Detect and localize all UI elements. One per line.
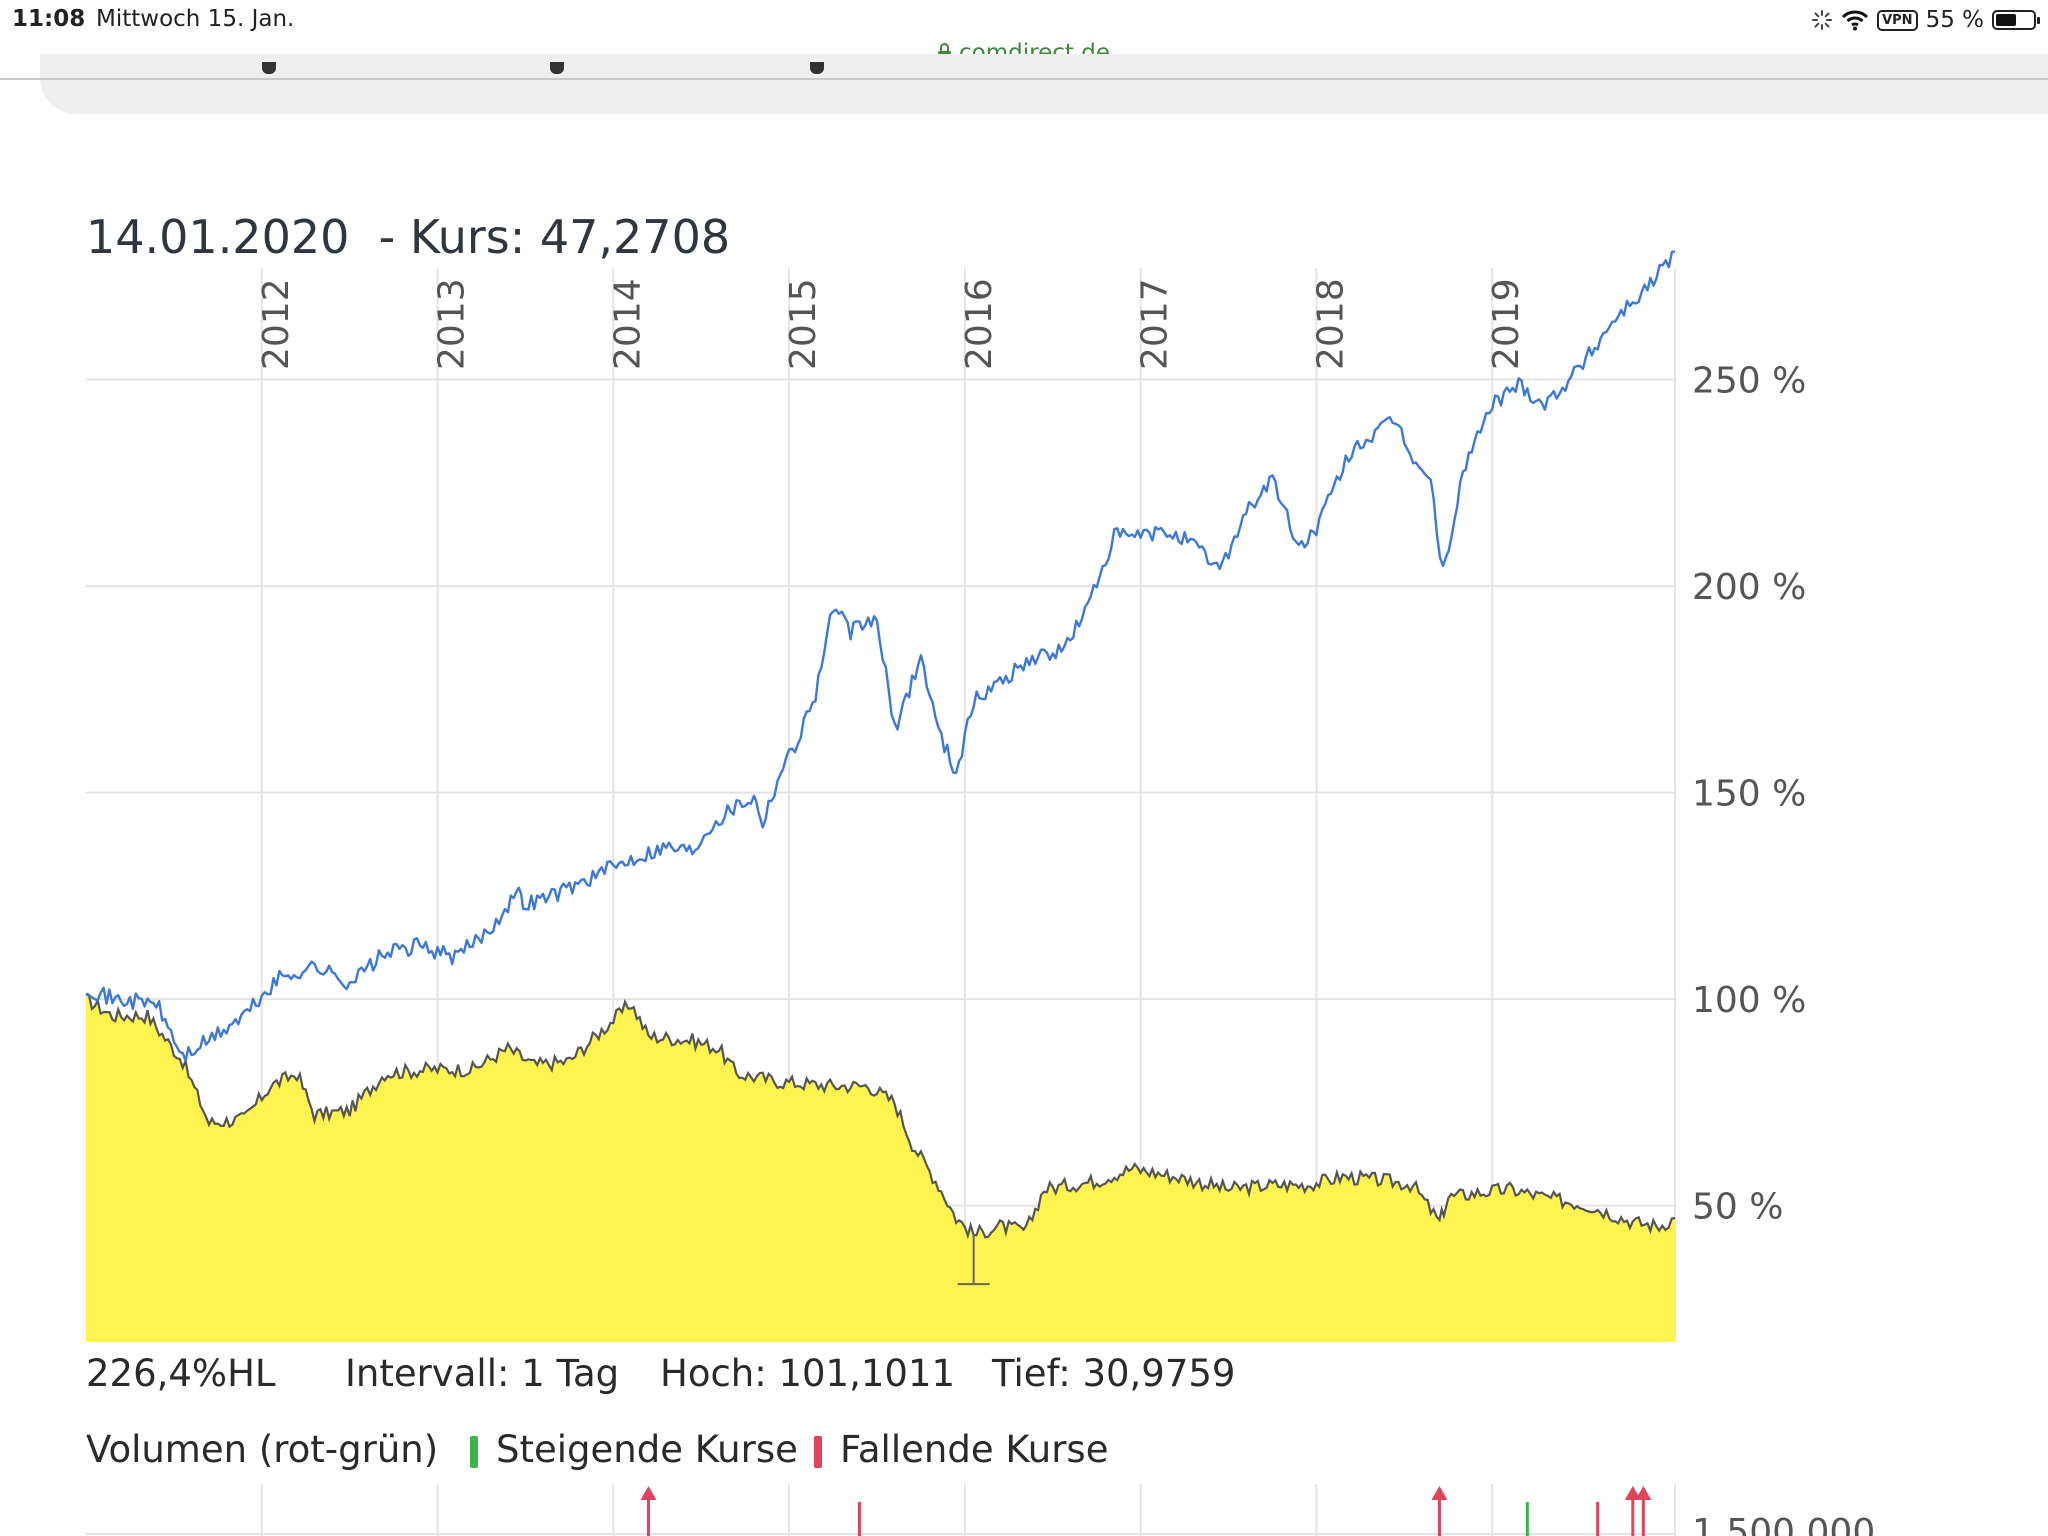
- volume-overflow-arrow: [640, 1486, 657, 1500]
- x-tick-label: 2014: [607, 278, 648, 370]
- price-line: [85, 250, 1676, 1062]
- x-tick-label: 2017: [1135, 278, 1176, 370]
- wifi-icon: [1842, 10, 1869, 31]
- rising-marker-icon: [470, 1436, 478, 1468]
- falling-label: Fallende Kurse: [840, 1428, 1109, 1471]
- volume-overflow-arrow: [1635, 1486, 1652, 1500]
- comparison-area-fill: [86, 993, 1675, 1342]
- battery-icon: [1992, 10, 2040, 30]
- y-tick-label: 100 %: [1692, 980, 1806, 1021]
- x-tick-label: 2019: [1486, 278, 1527, 370]
- status-time: 11:08: [12, 6, 86, 32]
- activity-spinner-icon: [1812, 10, 1833, 30]
- battery-percent: 55 %: [1925, 7, 1984, 33]
- x-tick-label: 2018: [1310, 278, 1351, 370]
- battery-level: [1996, 14, 2016, 26]
- vpn-badge: VPN: [1877, 9, 1918, 31]
- chart-date: 14.01.2020: [86, 210, 350, 264]
- price-chart[interactable]: 2012 2013 2014 2015 2016 2017 2018 2019 250 % 200…: [0, 0, 2048, 1350]
- x-tick-label: 2016: [959, 278, 1000, 370]
- scrolled-off-card: [40, 54, 2048, 114]
- volume-overflow-arrow: [1431, 1486, 1448, 1500]
- toolbar-divider: [0, 78, 2048, 80]
- high-value: Hoch: 101,1011: [660, 1352, 956, 1395]
- clipped-text-fragment: [810, 62, 824, 74]
- low-value: Tief: 30,9759: [992, 1352, 1236, 1395]
- volume-title: Volumen (rot-grün): [86, 1428, 439, 1471]
- x-tick-label: 2015: [783, 278, 824, 370]
- clipped-text-fragment: [262, 62, 276, 74]
- chart-price: - Kurs: 47,2708: [378, 210, 731, 264]
- y-tick-label: 50 %: [1692, 1187, 1783, 1228]
- status-date: Mittwoch 15. Jan.: [96, 6, 295, 32]
- status-bar: 11:08 Mittwoch 15. Jan. VPN 55 %: [0, 0, 2048, 40]
- volume-legend: Volumen (rot-grün) Steigende Kurse Falle…: [0, 1428, 2048, 1478]
- clipped-text-fragment: [550, 62, 564, 74]
- y-tick-label: 150 %: [1692, 774, 1806, 815]
- comparison-area-line: [85, 992, 1676, 1240]
- y-tick-label: 250 %: [1692, 361, 1806, 402]
- y-tick-label: 200 %: [1692, 567, 1806, 608]
- falling-marker-icon: [814, 1436, 822, 1468]
- status-icons: VPN 55 %: [1811, 4, 2040, 36]
- x-tick-label: 2013: [432, 278, 473, 370]
- performance-value: 226,4%HL: [86, 1352, 276, 1395]
- rising-label: Steigende Kurse: [496, 1428, 798, 1471]
- interval-selector[interactable]: Intervall: 1 Tag: [345, 1352, 620, 1395]
- chart-headline: 14.01.2020 - Kurs: 47,2708: [86, 210, 730, 264]
- x-tick-label: 2012: [256, 278, 297, 370]
- volume-overflow-arrow: [1624, 1486, 1641, 1500]
- volume-axis-label: 1.500.000: [1692, 1512, 1875, 1536]
- chart-stats: 226,4%HL Intervall: 1 Tag Hoch: 101,1011…: [0, 1352, 2048, 1402]
